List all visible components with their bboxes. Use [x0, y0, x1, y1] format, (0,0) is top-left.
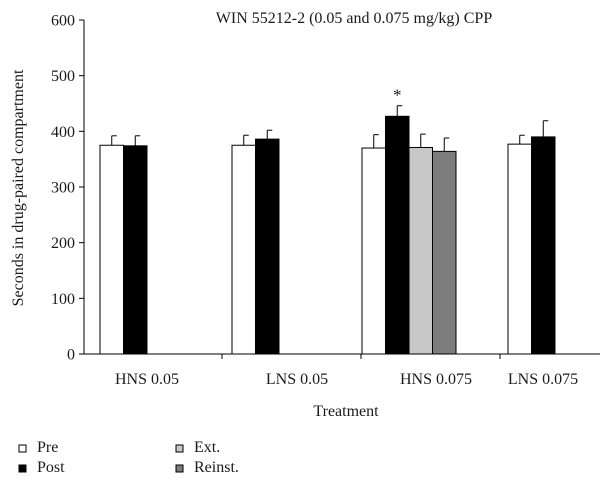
bar-ext-3 [408, 146, 433, 355]
bar-pre-2 [231, 144, 256, 355]
x-tick-label: HNS 0.075 [400, 371, 472, 388]
legend-item-reinst-swatch [175, 464, 184, 473]
bar-post-2 [255, 138, 280, 355]
bar-pre-4 [507, 143, 532, 355]
y-tick-label: 100 [51, 291, 75, 308]
legend-item-pre-swatch [18, 444, 27, 453]
y-tick-label: 600 [51, 13, 75, 30]
bar-pre-1 [99, 144, 124, 355]
bar-reinst-3 [432, 150, 457, 355]
legend-item-post-label: Post [37, 459, 65, 476]
y-tick-label: 400 [51, 124, 75, 141]
legend-item-post-swatch [18, 464, 27, 473]
legend-item-pre-label: Pre [37, 439, 58, 456]
bar-post-4 [531, 136, 556, 355]
x-axis-label: Treatment [313, 403, 379, 420]
bar-post-1 [123, 145, 148, 355]
y-tick-label: 500 [51, 68, 75, 85]
x-tick-label: HNS 0.05 [115, 371, 179, 388]
x-tick-label: LNS 0.075 [508, 371, 578, 388]
legend-item-ext-swatch [175, 444, 184, 453]
y-tick-label: 300 [51, 180, 75, 197]
y-tick-label: 0 [67, 347, 75, 364]
plot-area: 0 100 200 300 400 500 600 HNS 0.05 LNS 0.05 HNS 0… [51, 13, 600, 388]
bar-post-3 [385, 115, 410, 355]
legend-item-ext-label: Ext. [194, 439, 220, 456]
y-tick-label: 200 [51, 235, 75, 252]
x-tick-label: LNS 0.05 [266, 371, 328, 388]
significance-marker: * [393, 86, 402, 105]
y-axis-label: Seconds in drug-paired compartment [10, 69, 27, 306]
chart-title: WIN 55212-2 (0.05 and 0.075 mg/kg) CPP [216, 10, 493, 27]
legend: Pre Post Ext. Reinst. [18, 439, 239, 476]
bar-pre-3 [361, 147, 386, 355]
legend-item-reinst-label: Reinst. [194, 459, 239, 476]
